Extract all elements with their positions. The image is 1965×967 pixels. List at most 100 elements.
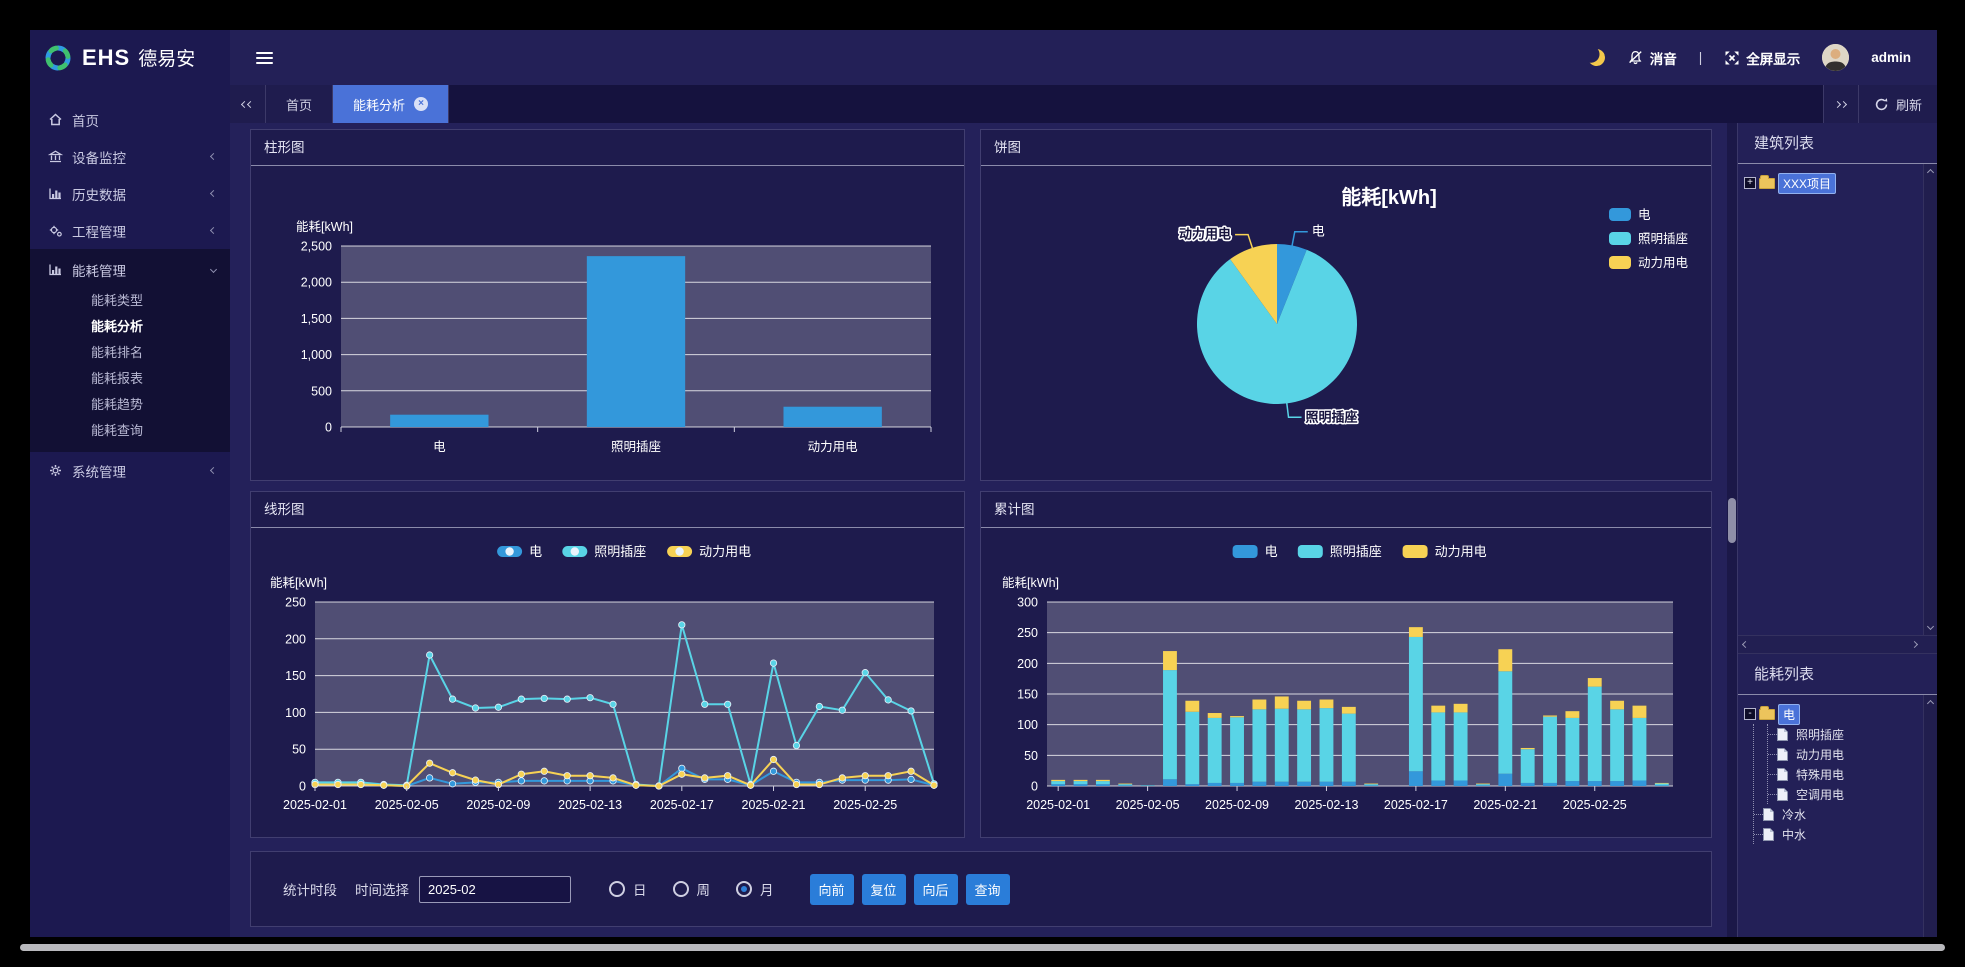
next-button[interactable]: 向后 [913,873,958,905]
tree-node-label[interactable]: 电 [1778,703,1801,725]
svg-text:500: 500 [311,384,332,398]
tree-node-label[interactable]: 照明插座 [1796,727,1845,742]
bar-chart: 0 500 1,000 1,500 2,000 2,500 能耗[kWh] 电 照明插座 动力用电 [296,220,932,454]
svg-text:电: 电 [433,440,446,454]
sidebar-subitem-energy-type[interactable]: 能耗类型 [91,293,144,308]
sidebar-subitem-energy-report[interactable]: 能耗报表 [91,371,144,386]
svg-text:电: 电 [529,544,542,559]
menu-toggle-icon[interactable] [256,51,273,64]
svg-text:200: 200 [1017,657,1038,671]
radio-日[interactable]: 日 [609,879,647,899]
header-actions: 消音 | 全屏显示 [1588,44,1911,71]
tree-node-reclaimed-water[interactable]: 中水 [1754,824,1937,844]
tree-node-label[interactable]: 空调用电 [1796,787,1845,802]
building-tree-hscrollbar[interactable] [1738,635,1937,654]
radio-circle[interactable] [672,881,689,897]
tabs-scroll-left-button[interactable] [230,85,266,123]
tab-energy-analysis[interactable]: 能耗分析 × [333,85,450,123]
tree-node-cold-water[interactable]: 冷水 [1754,804,1937,824]
tree-node-label[interactable]: XXX项目 [1778,172,1837,194]
tree-expander-icon[interactable]: + [1744,177,1756,189]
tree-node-照明插座[interactable]: 照明插座 [1768,724,1937,744]
sidebar-item-system-mgmt[interactable]: 系统管理 [30,452,230,489]
energy-tree: - 电照明插座 动力用电 特殊用电 空调用电 冷水 中水 [1738,695,1937,937]
reset-button[interactable]: 复位 [861,873,906,905]
svg-text:2025-02-25: 2025-02-25 [1563,798,1627,812]
tree-node-特殊用电[interactable]: 特殊用电 [1768,764,1937,784]
scroll-left-icon[interactable] [1741,640,1750,649]
building-tree-scrollbar[interactable] [1923,164,1937,635]
scrollbar-thumb[interactable] [1728,498,1736,543]
tree-node-空调用电[interactable]: 空调用电 [1768,784,1937,804]
scroll-up-icon[interactable] [1926,168,1935,177]
bottom-scrollbar[interactable] [20,944,1945,951]
header-divider: | [1698,50,1703,65]
svg-text:2025-02-09: 2025-02-09 [466,798,530,812]
time-input[interactable] [419,875,571,903]
sidebar-item-history-data[interactable]: 历史数据 [30,175,230,212]
tree-node-label[interactable]: 中水 [1782,827,1807,842]
tree-connector [1768,733,1777,735]
sidebar-item-project-mgmt[interactable]: 工程管理 [30,212,230,249]
svg-text:100: 100 [1017,718,1038,732]
svg-text:2025-02-17: 2025-02-17 [650,798,714,812]
tab-home[interactable]: 首页 [266,85,334,123]
svg-text:2025-02-21: 2025-02-21 [742,798,806,812]
tree-node-label[interactable]: 动力用电 [1796,747,1845,762]
brand-name: 德易安 [138,49,196,70]
tree-expander-icon[interactable]: - [1744,708,1756,720]
bank-icon [48,149,63,164]
moon-icon[interactable] [1587,48,1606,67]
previous-button[interactable]: 向前 [809,873,854,905]
document-icon [1763,827,1774,841]
mute-button[interactable]: 消音 [1627,48,1677,68]
sidebar-item-label: 系统管理 [72,464,126,480]
gears-icon [48,223,63,238]
close-tab-icon[interactable]: × [414,97,429,111]
sidebar-item-home[interactable]: 首页 [30,101,230,138]
svg-text:2025-02-09: 2025-02-09 [1205,798,1269,812]
tree-node-label[interactable]: 特殊用电 [1796,767,1845,782]
scroll-right-icon[interactable] [1910,640,1919,649]
sidebar-subitem-energy-trend[interactable]: 能耗趋势 [91,397,144,412]
avatar[interactable] [1822,44,1850,71]
sidebar-subitem-energy-ranking[interactable]: 能耗排名 [91,345,144,360]
document-icon [1777,727,1788,741]
radio-月[interactable]: 月 [736,879,774,899]
chevron-left-icon [209,466,218,475]
energy-tree-scrollbar[interactable] [1923,695,1937,937]
refresh-button[interactable]: 刷新 [1858,85,1937,123]
tree-node-label[interactable]: 冷水 [1782,807,1807,822]
svg-text:2025-02-01: 2025-02-01 [1026,798,1090,812]
scroll-down-icon[interactable] [1926,622,1935,631]
svg-text:2025-02-05: 2025-02-05 [1116,798,1180,812]
username[interactable]: admin [1871,50,1911,65]
radio-circle[interactable] [736,881,752,897]
radio-周[interactable]: 周 [672,879,710,899]
bar-chart-panel: 柱形图 0 500 1,000 1,500 2,000 2,500 能耗[kWh] 电 照明插座… [250,129,965,481]
sidebar-item-energy-mgmt[interactable]: 能耗管理 [30,251,230,288]
radio-circle[interactable] [609,881,625,897]
svg-text:0: 0 [1031,780,1038,794]
svg-text:2025-02-05: 2025-02-05 [375,798,439,812]
tree-node-project[interactable]: + XXX项目 [1744,172,1937,194]
fullscreen-label: 全屏显示 [1746,51,1801,67]
svg-text:能耗[kWh]: 能耗[kWh] [1341,185,1437,209]
sidebar-group-energy-mgmt: 能耗管理能耗类型能耗分析能耗排名能耗报表能耗趋势能耗查询 [30,249,230,452]
query-button[interactable]: 查询 [965,873,1010,905]
svg-text:2025-02-25: 2025-02-25 [833,798,897,812]
sidebar-subitem-energy-query[interactable]: 能耗查询 [91,423,144,438]
tabs-scroll-right-button[interactable] [1822,85,1859,123]
tree-node-electric[interactable]: -电 [1744,703,1937,725]
sidebar-item-device-monitor[interactable]: 设备监控 [30,138,230,175]
tree-children-level2: 照明插座动力用电特殊用电空调用电 [1767,724,1937,804]
sidebar-subitem-energy-analysis[interactable]: 能耗分析 [91,319,144,334]
svg-text:0: 0 [299,780,306,794]
tree-node-动力用电[interactable]: 动力用电 [1768,744,1937,764]
svg-text:2025-02-13: 2025-02-13 [558,798,622,812]
brand-logo-text: EHS [82,44,131,70]
brand-logo: EHS 德易安 [30,30,230,85]
main-vertical-scrollbar[interactable] [1727,123,1737,937]
scroll-up-icon[interactable] [1926,699,1935,708]
fullscreen-button[interactable]: 全屏显示 [1724,48,1800,68]
